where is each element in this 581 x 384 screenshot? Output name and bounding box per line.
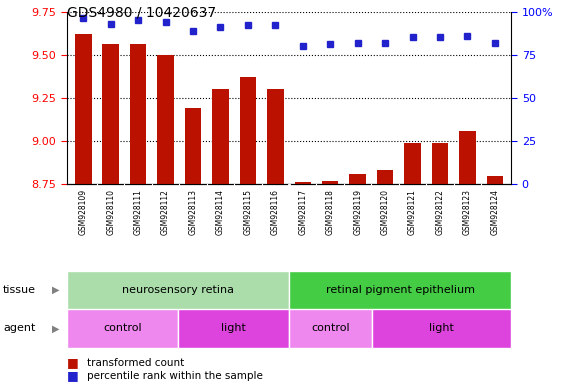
Text: light: light bbox=[221, 323, 246, 333]
Text: transformed count: transformed count bbox=[87, 358, 184, 368]
Bar bbox=[157, 55, 174, 184]
Text: GSM928120: GSM928120 bbox=[381, 189, 390, 235]
Text: GSM928110: GSM928110 bbox=[106, 189, 115, 235]
Text: GSM928123: GSM928123 bbox=[463, 189, 472, 235]
Bar bbox=[185, 108, 201, 184]
Text: GDS4980 / 10420637: GDS4980 / 10420637 bbox=[67, 6, 216, 20]
Text: control: control bbox=[103, 323, 142, 333]
Text: ■: ■ bbox=[67, 369, 78, 382]
Text: GSM928116: GSM928116 bbox=[271, 189, 280, 235]
Bar bbox=[212, 89, 229, 184]
Bar bbox=[372, 309, 511, 348]
Bar bbox=[404, 143, 421, 184]
Bar bbox=[322, 181, 338, 184]
Bar bbox=[432, 143, 448, 184]
Bar bbox=[102, 44, 119, 184]
Text: GSM928115: GSM928115 bbox=[243, 189, 252, 235]
Text: light: light bbox=[429, 323, 454, 333]
Text: agent: agent bbox=[3, 323, 35, 333]
Bar bbox=[67, 309, 178, 348]
Bar bbox=[289, 309, 372, 348]
Bar bbox=[377, 170, 393, 184]
Text: GSM928109: GSM928109 bbox=[79, 189, 88, 235]
Text: retinal pigment epithelium: retinal pigment epithelium bbox=[326, 285, 475, 295]
Bar bbox=[267, 89, 284, 184]
Text: GSM928122: GSM928122 bbox=[435, 189, 444, 235]
Bar bbox=[349, 174, 366, 184]
Text: GSM928113: GSM928113 bbox=[188, 189, 198, 235]
Bar bbox=[67, 271, 289, 309]
Text: ▶: ▶ bbox=[52, 285, 60, 295]
Text: GSM928117: GSM928117 bbox=[298, 189, 307, 235]
Text: GSM928114: GSM928114 bbox=[216, 189, 225, 235]
Text: GSM928121: GSM928121 bbox=[408, 189, 417, 235]
Bar bbox=[295, 182, 311, 184]
Text: tissue: tissue bbox=[3, 285, 36, 295]
Bar bbox=[487, 175, 503, 184]
Bar bbox=[240, 77, 256, 184]
Text: ■: ■ bbox=[67, 356, 78, 369]
Text: ▶: ▶ bbox=[52, 323, 60, 333]
Text: neurosensory retina: neurosensory retina bbox=[122, 285, 234, 295]
Bar bbox=[459, 131, 476, 184]
Text: GSM928119: GSM928119 bbox=[353, 189, 362, 235]
Text: GSM928111: GSM928111 bbox=[134, 189, 143, 235]
Bar bbox=[178, 309, 289, 348]
Text: percentile rank within the sample: percentile rank within the sample bbox=[87, 371, 263, 381]
Bar bbox=[75, 34, 92, 184]
Text: GSM928124: GSM928124 bbox=[490, 189, 499, 235]
Text: GSM928118: GSM928118 bbox=[326, 189, 335, 235]
Text: control: control bbox=[311, 323, 350, 333]
Text: GSM928112: GSM928112 bbox=[161, 189, 170, 235]
Bar bbox=[289, 271, 511, 309]
Bar bbox=[130, 44, 146, 184]
